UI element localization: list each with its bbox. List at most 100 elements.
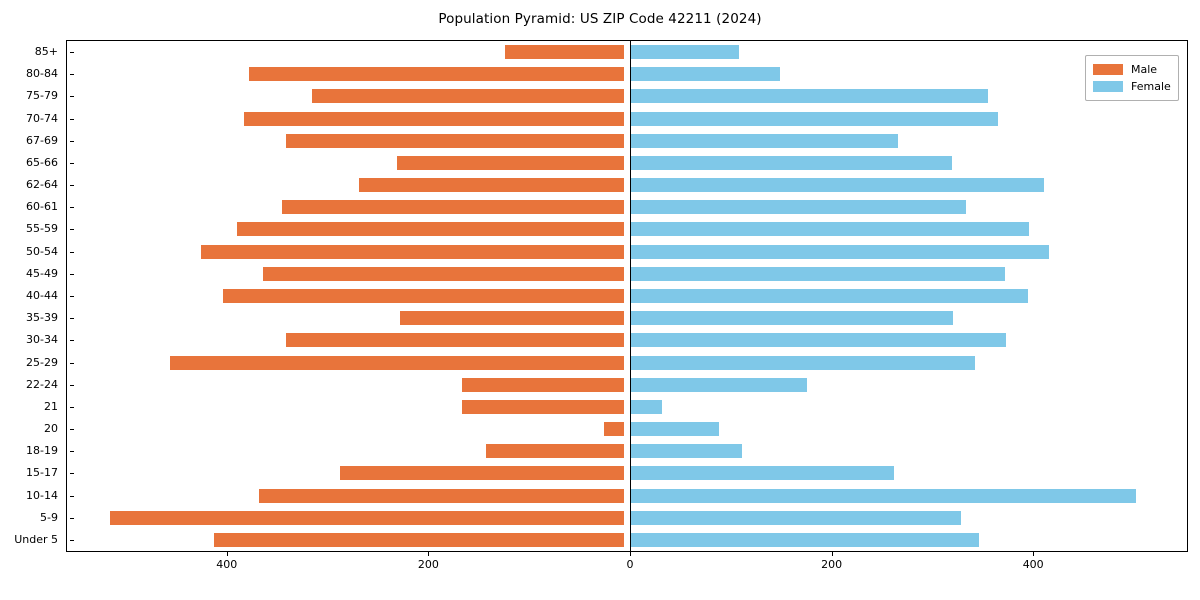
bar-male[interactable] bbox=[200, 244, 624, 259]
bar-male[interactable] bbox=[259, 488, 624, 503]
y-axis-tick-mark bbox=[70, 340, 74, 342]
y-axis-tick-label: 85+ bbox=[34, 45, 58, 59]
bar-male[interactable] bbox=[311, 89, 624, 104]
legend-swatch-icon bbox=[1093, 81, 1123, 92]
x-axis-tick-mark bbox=[1033, 552, 1035, 556]
y-axis-tick-label: 22-24 bbox=[26, 377, 58, 391]
plot-area bbox=[66, 40, 1188, 552]
bar-male[interactable] bbox=[505, 45, 624, 60]
bar-female[interactable] bbox=[631, 266, 1005, 281]
bar-female[interactable] bbox=[631, 488, 1136, 503]
bar-male[interactable] bbox=[222, 288, 624, 303]
pyramid-row bbox=[67, 218, 1187, 240]
bar-female[interactable] bbox=[631, 377, 808, 392]
y-axis-tick-mark bbox=[70, 140, 74, 142]
pyramid-row bbox=[67, 285, 1187, 307]
y-axis-tick-label: 55-59 bbox=[26, 222, 58, 236]
legend-item[interactable]: Male bbox=[1093, 61, 1171, 78]
plot-inner bbox=[67, 41, 1187, 551]
legend-label: Male bbox=[1131, 63, 1158, 76]
y-axis-tick-mark bbox=[70, 296, 74, 297]
y-axis-tick-mark bbox=[70, 229, 74, 231]
pyramid-row bbox=[67, 329, 1187, 351]
y-axis-tick-mark bbox=[70, 318, 74, 320]
y-axis-tick-label: 21 bbox=[44, 399, 58, 413]
pyramid-row bbox=[67, 462, 1187, 484]
y-axis-tick-label: 75-79 bbox=[26, 89, 58, 103]
bar-male[interactable] bbox=[358, 178, 624, 193]
y-axis-tick-mark bbox=[70, 362, 74, 364]
pyramid-row bbox=[67, 418, 1187, 440]
bar-male[interactable] bbox=[400, 311, 624, 326]
pyramid-row bbox=[67, 41, 1187, 63]
bar-male[interactable] bbox=[461, 377, 624, 392]
y-axis-tick-label: 50-54 bbox=[26, 244, 58, 258]
y-axis-tick-label: 18-19 bbox=[26, 444, 58, 458]
y-axis-tick-label: 67-69 bbox=[26, 133, 58, 147]
bar-female[interactable] bbox=[631, 244, 1050, 259]
y-axis-tick-label: 25-29 bbox=[26, 355, 58, 369]
bar-male[interactable] bbox=[286, 133, 624, 148]
x-axis-tick-mark bbox=[630, 552, 631, 556]
y-axis-tick-mark bbox=[70, 429, 74, 431]
y-axis-tick-label: 40-44 bbox=[26, 289, 58, 302]
bar-female[interactable] bbox=[631, 89, 988, 104]
bar-male[interactable] bbox=[170, 355, 624, 370]
pyramid-row bbox=[67, 263, 1187, 285]
y-axis-tick-mark bbox=[70, 251, 74, 253]
y-axis-tick-mark bbox=[70, 473, 74, 475]
bar-female[interactable] bbox=[631, 333, 1006, 348]
bar-female[interactable] bbox=[631, 399, 663, 414]
bar-female[interactable] bbox=[631, 67, 781, 82]
bar-female[interactable] bbox=[631, 178, 1045, 193]
bar-female[interactable] bbox=[631, 288, 1029, 303]
bar-female[interactable] bbox=[631, 133, 899, 148]
chart-title: Population Pyramid: US ZIP Code 42211 (2… bbox=[438, 11, 762, 27]
bar-male[interactable] bbox=[339, 466, 624, 481]
bar-male[interactable] bbox=[286, 333, 624, 348]
bar-female[interactable] bbox=[631, 444, 742, 459]
bar-female[interactable] bbox=[631, 222, 1030, 237]
pyramid-row bbox=[67, 174, 1187, 196]
pyramid-row bbox=[67, 440, 1187, 462]
y-axis-tick-mark bbox=[70, 52, 74, 54]
y-axis-tick-mark bbox=[70, 185, 74, 187]
y-axis-tick-label: 45-49 bbox=[26, 266, 58, 280]
bar-male[interactable] bbox=[236, 222, 624, 237]
bar-male[interactable] bbox=[485, 444, 624, 459]
y-axis-tick-label: 62-64 bbox=[26, 178, 58, 192]
pyramid-row bbox=[67, 108, 1187, 130]
bar-male[interactable] bbox=[461, 399, 624, 414]
bar-male[interactable] bbox=[213, 532, 624, 547]
legend-item[interactable]: Female bbox=[1093, 78, 1171, 95]
legend-label: Female bbox=[1131, 80, 1171, 93]
y-axis-tick-mark bbox=[70, 74, 74, 76]
y-axis-tick-mark bbox=[70, 273, 74, 275]
bar-female[interactable] bbox=[631, 510, 961, 525]
y-axis-tick-label: Under 5 bbox=[14, 532, 58, 546]
bar-male[interactable] bbox=[243, 111, 624, 126]
bar-female[interactable] bbox=[631, 200, 966, 215]
bar-male[interactable] bbox=[397, 155, 624, 170]
bar-female[interactable] bbox=[631, 111, 998, 126]
y-axis-tick-label: 20 bbox=[44, 422, 58, 436]
bar-female[interactable] bbox=[631, 355, 975, 370]
pyramid-row bbox=[67, 63, 1187, 85]
pyramid-row bbox=[67, 241, 1187, 263]
bar-male[interactable] bbox=[109, 510, 624, 525]
y-axis-tick-label: 30-34 bbox=[26, 333, 58, 347]
y-axis-tick-mark bbox=[70, 118, 74, 120]
bar-female[interactable] bbox=[631, 422, 719, 437]
bar-male[interactable] bbox=[282, 200, 624, 215]
bar-male[interactable] bbox=[603, 422, 624, 437]
bar-male[interactable] bbox=[249, 67, 624, 82]
bar-female[interactable] bbox=[631, 466, 895, 481]
bar-female[interactable] bbox=[631, 155, 952, 170]
bar-female[interactable] bbox=[631, 532, 979, 547]
bar-female[interactable] bbox=[631, 311, 953, 326]
bar-male[interactable] bbox=[263, 266, 624, 281]
y-axis-tick-mark bbox=[70, 162, 74, 164]
y-axis-tick-mark bbox=[70, 517, 74, 519]
bar-female[interactable] bbox=[631, 45, 739, 60]
x-axis-tick-mark bbox=[226, 552, 228, 556]
